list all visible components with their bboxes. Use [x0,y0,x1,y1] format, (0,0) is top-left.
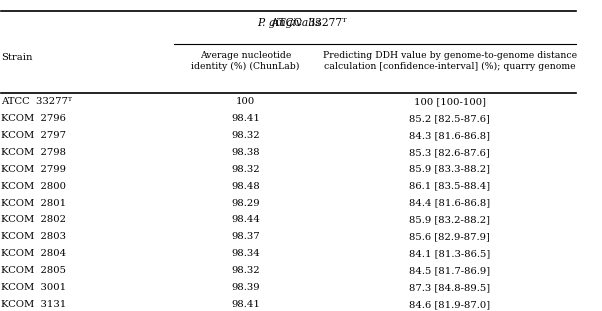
Text: 85.6 [82.9-87.9]: 85.6 [82.9-87.9] [409,232,490,241]
Text: KCOM  2796: KCOM 2796 [1,114,66,123]
Text: 98.29: 98.29 [231,198,260,207]
Text: KCOM  2800: KCOM 2800 [1,182,66,191]
Text: 98.34: 98.34 [231,249,260,258]
Text: 98.41: 98.41 [231,300,260,309]
Text: 84.6 [81.9-87.0]: 84.6 [81.9-87.0] [409,300,490,309]
Text: 84.5 [81.7-86.9]: 84.5 [81.7-86.9] [409,266,490,275]
Text: KCOM  3001: KCOM 3001 [1,283,66,292]
Text: 98.39: 98.39 [231,283,260,292]
Text: KCOM  3131: KCOM 3131 [1,300,67,309]
Text: KCOM  2803: KCOM 2803 [1,232,66,241]
Text: 84.3 [81.6-86.8]: 84.3 [81.6-86.8] [409,131,490,140]
Text: KCOM  2797: KCOM 2797 [1,131,66,140]
Text: 98.38: 98.38 [231,148,260,157]
Text: 84.1 [81.3-86.5]: 84.1 [81.3-86.5] [409,249,491,258]
Text: 85.3 [82.6-87.6]: 85.3 [82.6-87.6] [409,148,490,157]
Text: KCOM  2804: KCOM 2804 [1,249,66,258]
Text: 98.37: 98.37 [231,232,260,241]
Text: 98.32: 98.32 [231,165,260,174]
Text: 100: 100 [236,97,255,106]
Text: Predicting DDH value by genome-to-genome distance
calculation [confidence-interv: Predicting DDH value by genome-to-genome… [323,51,577,71]
Text: 98.32: 98.32 [231,266,260,275]
Text: 87.3 [84.8-89.5]: 87.3 [84.8-89.5] [409,283,490,292]
Text: KCOM  2805: KCOM 2805 [1,266,66,275]
Text: 85.2 [82.5-87.6]: 85.2 [82.5-87.6] [409,114,490,123]
Text: 98.41: 98.41 [231,114,260,123]
Text: 85.9 [83.3-88.2]: 85.9 [83.3-88.2] [409,165,490,174]
Text: KCOM  2802: KCOM 2802 [1,216,66,225]
Text: 98.48: 98.48 [231,182,260,191]
Text: KCOM  2799: KCOM 2799 [1,165,66,174]
Text: ATCC  33277ᵀ: ATCC 33277ᵀ [231,18,347,28]
Text: 85.9 [83.2-88.2]: 85.9 [83.2-88.2] [409,216,490,225]
Text: KCOM  2798: KCOM 2798 [1,148,66,157]
Text: 100 [100-100]: 100 [100-100] [414,97,486,106]
Text: Strain: Strain [1,53,33,63]
Text: 84.4 [81.6-86.8]: 84.4 [81.6-86.8] [409,198,490,207]
Text: 98.44: 98.44 [231,216,260,225]
Text: 98.32: 98.32 [231,131,260,140]
Text: ATCC  33277ᵀ: ATCC 33277ᵀ [1,97,72,106]
Text: P. gingivalis: P. gingivalis [257,18,320,28]
Text: 86.1 [83.5-88.4]: 86.1 [83.5-88.4] [409,182,490,191]
Text: KCOM  2801: KCOM 2801 [1,198,66,207]
Text: Average nucleotide
identity (%) (ChunLab): Average nucleotide identity (%) (ChunLab… [191,51,300,71]
